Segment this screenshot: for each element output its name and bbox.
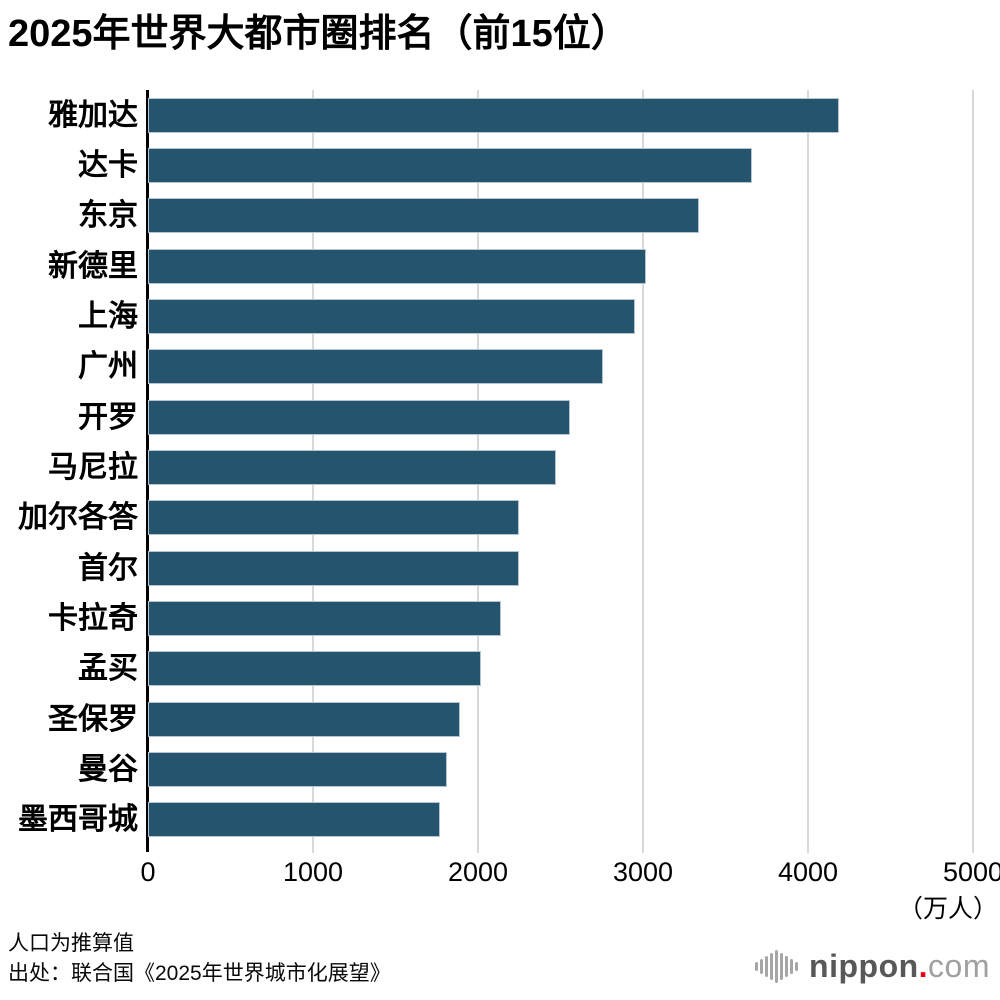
logo-text-com: com <box>928 948 990 984</box>
category-label: 东京 <box>78 199 138 233</box>
bar <box>148 97 840 133</box>
bar <box>148 701 460 737</box>
category-label: 孟买 <box>78 652 138 686</box>
bar <box>148 450 556 485</box>
bar <box>148 601 502 636</box>
logo-wordmark: nippon.com <box>809 948 990 985</box>
category-label: 雅加达 <box>48 98 138 132</box>
bar <box>148 802 441 838</box>
source-note: 人口为推算值 出处：联合国《2025年世界城市化展望》 <box>8 929 391 990</box>
category-label: 马尼拉 <box>48 451 138 484</box>
logo-text-nippon: nippon <box>809 948 919 984</box>
x-axis-unit-label: （万人） <box>897 895 998 923</box>
category-label: 新德里 <box>48 249 138 283</box>
x-tick-label: 1000 <box>282 857 344 887</box>
bar <box>148 198 700 234</box>
waveform-icon <box>755 949 799 985</box>
chart-title: 2025年世界大都市圈排名（前15位） <box>8 13 629 55</box>
x-tick-label: 2000 <box>447 857 509 887</box>
x-tick-label: 4000 <box>777 857 839 887</box>
bar-chart: （万人） 0 1000 2000 3000 4000 5000 雅加达达卡东京新德里上海广州… <box>18 90 1000 923</box>
x-tick-label: 3000 <box>612 857 674 887</box>
y-axis-line <box>146 90 149 852</box>
bar <box>148 299 635 334</box>
bar <box>148 752 447 787</box>
bar <box>148 349 604 385</box>
bar <box>148 651 482 687</box>
x-tick-label: 5000 <box>942 857 1000 887</box>
gridline <box>642 90 644 853</box>
note-estimated: 人口为推算值 <box>8 932 134 955</box>
gridline <box>807 90 809 853</box>
category-label: 曼谷 <box>78 753 138 786</box>
bar <box>148 399 571 435</box>
category-label: 开罗 <box>78 400 138 434</box>
category-label: 上海 <box>78 300 138 333</box>
bar <box>148 148 752 183</box>
category-label: 圣保罗 <box>48 702 138 736</box>
category-label: 首尔 <box>78 551 138 585</box>
category-label: 加尔各答 <box>18 501 138 535</box>
x-tick-label: 0 <box>140 857 156 887</box>
gridline <box>972 90 974 853</box>
nippon-com-logo: nippon.com <box>755 948 990 985</box>
note-source: 出处：联合国《2025年世界城市化展望》 <box>8 962 391 986</box>
bar <box>148 248 647 284</box>
category-label: 达卡 <box>78 149 138 182</box>
category-label: 墨西哥城 <box>18 803 138 837</box>
category-label: 卡拉奇 <box>48 602 138 635</box>
logo-dot: . <box>918 948 929 984</box>
category-label: 广州 <box>78 350 138 384</box>
bar <box>148 500 520 536</box>
bar <box>148 550 520 586</box>
